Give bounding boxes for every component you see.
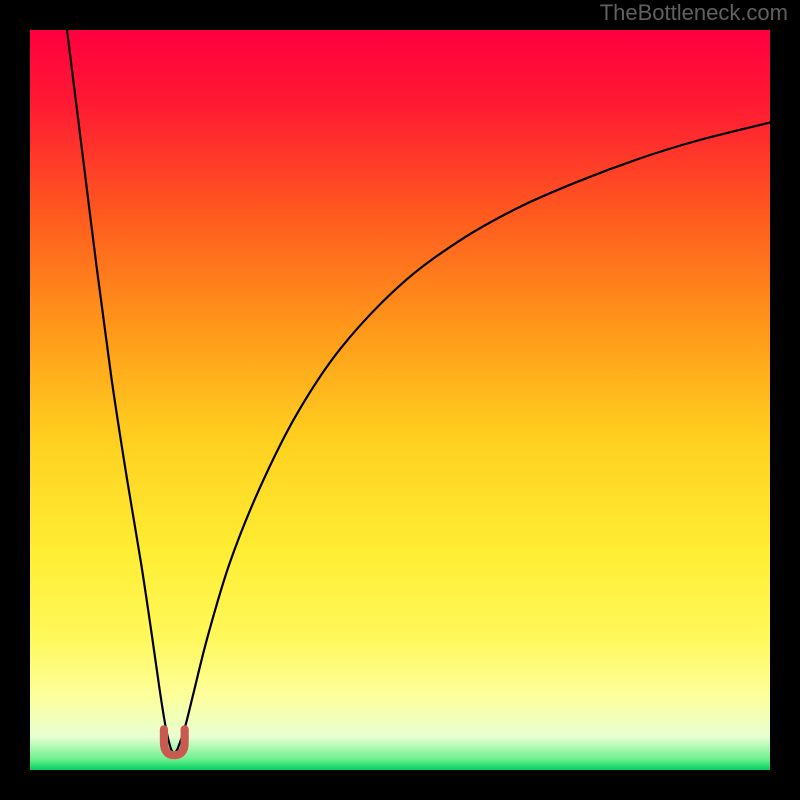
watermark-text: TheBottleneck.com bbox=[600, 0, 788, 26]
stage: TheBottleneck.com bbox=[0, 0, 800, 800]
plot-frame bbox=[30, 30, 770, 770]
chart-svg bbox=[30, 30, 770, 770]
gradient-background bbox=[30, 30, 770, 770]
